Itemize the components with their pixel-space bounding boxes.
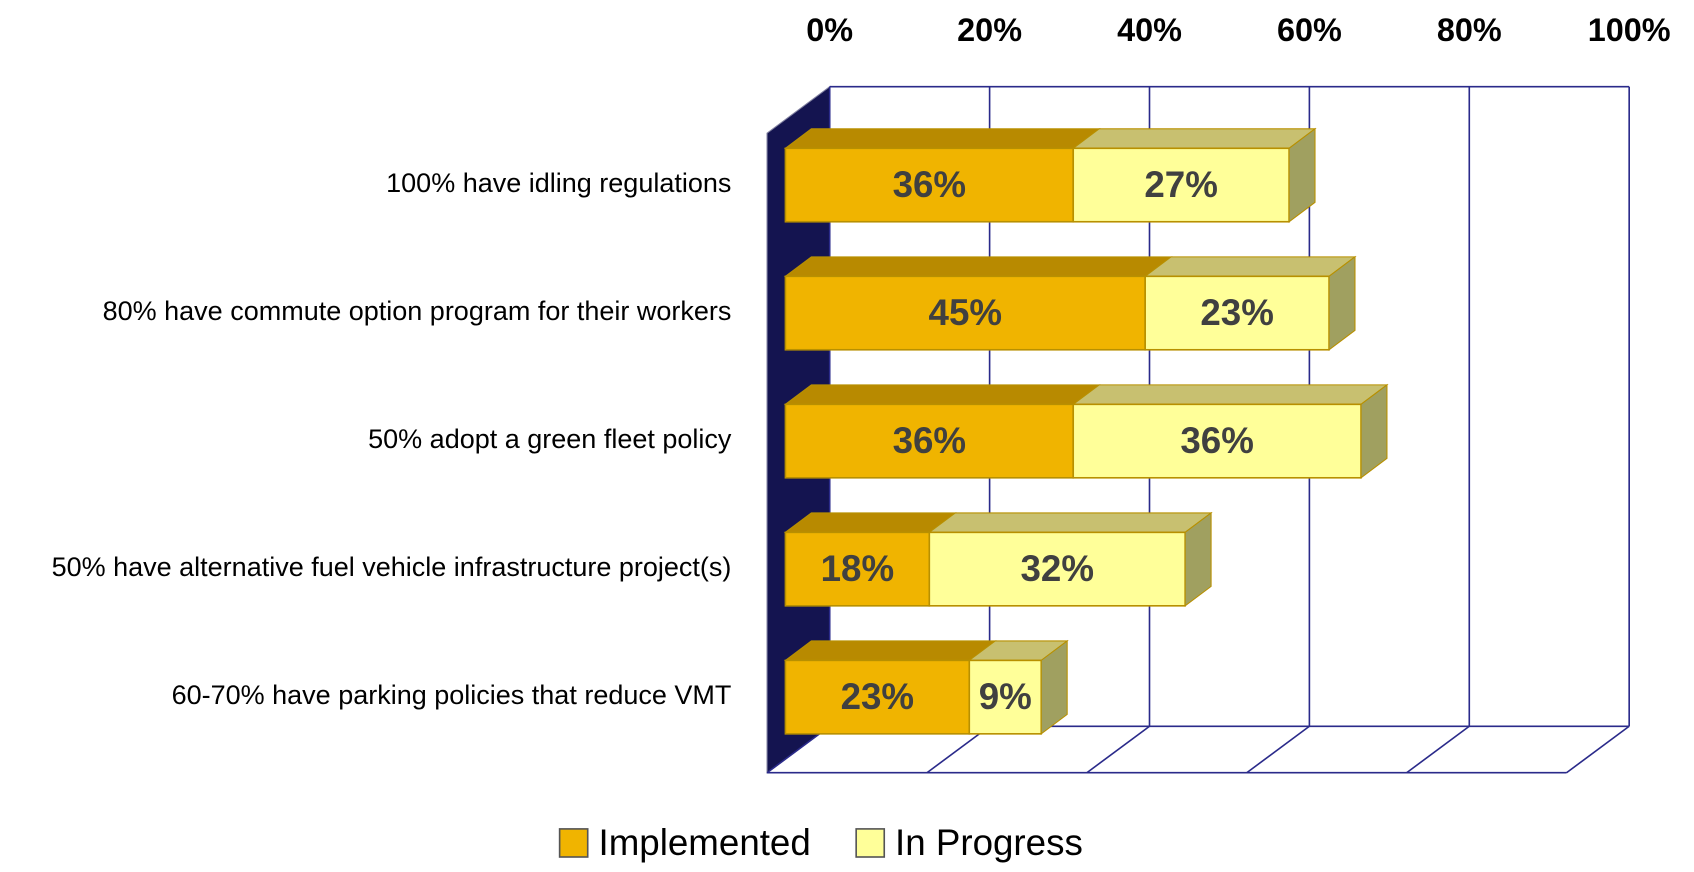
value-label: 45% xyxy=(929,292,1003,333)
value-label: 23% xyxy=(841,676,915,717)
x-tick-label: 0% xyxy=(806,12,853,48)
value-label: 36% xyxy=(893,164,967,205)
value-label: 18% xyxy=(821,548,894,589)
floor-grid-line xyxy=(1246,725,1310,774)
category-label: 50% adopt a green fleet policy xyxy=(368,424,732,454)
bar-top xyxy=(927,512,1213,533)
category-label: 50% have alternative fuel vehicle infras… xyxy=(52,552,732,582)
category-label: 100% have idling regulations xyxy=(386,168,731,198)
bar-side xyxy=(1184,511,1212,607)
legend-swatch xyxy=(558,828,589,858)
bar-top xyxy=(1071,128,1317,149)
bar-side xyxy=(1328,255,1356,351)
bar xyxy=(784,275,1146,351)
bar-top xyxy=(1071,384,1389,405)
bar-top xyxy=(783,384,1101,405)
bar xyxy=(784,147,1075,223)
x-tick-label: 20% xyxy=(957,12,1022,48)
value-label: 32% xyxy=(1020,548,1093,589)
bar-top xyxy=(783,512,957,533)
bar-top xyxy=(783,640,997,661)
bar-top xyxy=(783,128,1101,149)
floor-grid-line xyxy=(1566,725,1630,774)
legend-label: Implemented xyxy=(599,822,811,863)
bar xyxy=(784,659,971,735)
floor-grid-line xyxy=(1086,725,1150,774)
bar-top xyxy=(1143,256,1357,277)
legend-swatch xyxy=(855,828,886,858)
x-tick-label: 40% xyxy=(1117,12,1182,48)
bar xyxy=(928,531,1186,607)
value-label: 9% xyxy=(979,676,1032,717)
x-tick-label: 100% xyxy=(1588,12,1671,48)
category-label: 80% have commute option program for thei… xyxy=(103,296,732,326)
bar-top xyxy=(783,256,1173,277)
category-label: 60-70% have parking policies that reduce… xyxy=(172,680,732,710)
bar xyxy=(784,531,931,607)
bar-side xyxy=(1288,127,1316,223)
x-tick-label: 80% xyxy=(1437,12,1502,48)
bar xyxy=(968,659,1043,735)
bar xyxy=(1144,275,1330,351)
legend-label: In Progress xyxy=(895,822,1083,863)
floor-grid-line xyxy=(1406,725,1470,774)
value-label: 36% xyxy=(1180,420,1254,461)
bar-side xyxy=(1040,639,1068,735)
value-label: 27% xyxy=(1144,164,1218,205)
value-label: 23% xyxy=(1200,292,1274,333)
bar xyxy=(1072,147,1290,223)
bar xyxy=(784,403,1075,479)
bar xyxy=(1072,403,1362,479)
value-label: 36% xyxy=(893,420,967,461)
bar-side xyxy=(1360,383,1388,479)
x-tick-label: 60% xyxy=(1277,12,1342,48)
